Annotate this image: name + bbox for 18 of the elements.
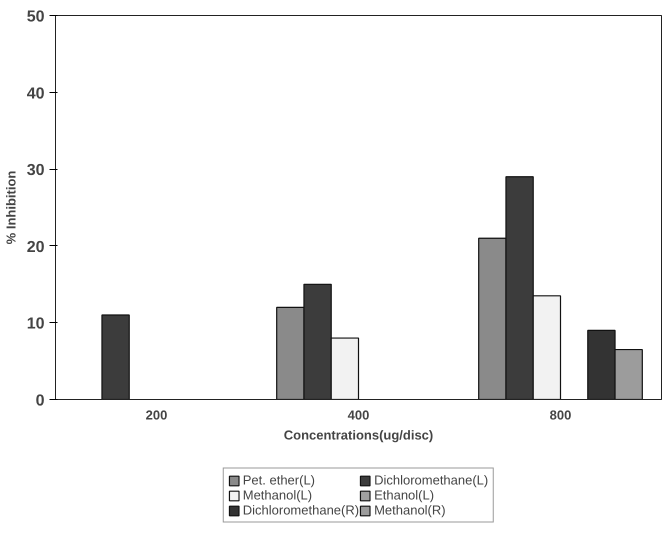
x-tick-label: 200 — [146, 408, 168, 422]
legend-label: Methanol(R) — [374, 502, 446, 518]
legend-label: Dichloromethane(R) — [242, 502, 360, 518]
legend-label: Methanol(L) — [242, 488, 312, 502]
x-tick-label: 800 — [550, 408, 572, 422]
bar — [101, 314, 130, 400]
y-tick-label: 20 — [26, 238, 45, 256]
y-tick-label: 50 — [26, 8, 45, 26]
x-tick-label: 400 — [348, 408, 370, 422]
legend-label: Ethanol(L) — [374, 488, 434, 502]
y-axis-title: % Inhibition — [4, 170, 19, 244]
y-tick-label: 10 — [26, 316, 45, 333]
legend-label: Pet. ether(L) — [242, 472, 316, 488]
y-tick-label: 0 — [36, 392, 45, 410]
y-tick-label: 40 — [26, 85, 45, 102]
legend-label: Dichloromethane(L) — [374, 472, 488, 488]
x-axis-title: Concentrations(ug/disc) — [284, 428, 434, 442]
y-tick-label: 30 — [26, 162, 45, 180]
